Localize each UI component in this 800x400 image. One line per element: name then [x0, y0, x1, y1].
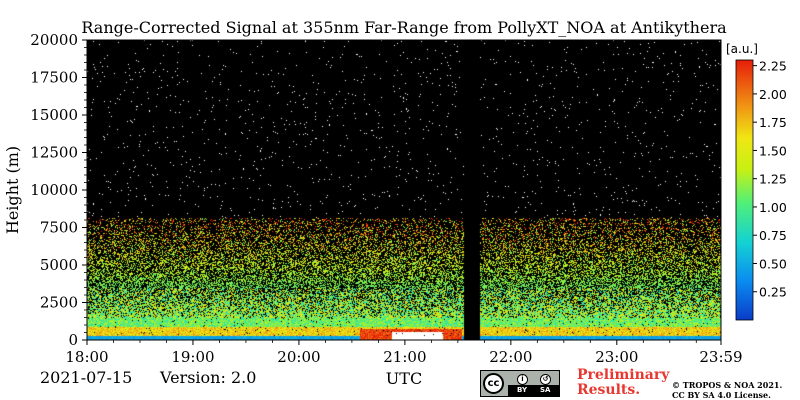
footer-version: Version: 2.0 [160, 368, 257, 387]
y-tick-label: 7500 [40, 219, 78, 237]
colorbar-tick-label: 0.50 [759, 256, 787, 271]
y-tick-label: 10000 [30, 181, 78, 199]
x-tick-label: 21:00 [383, 348, 426, 366]
colorbar-label: [a.u.] [726, 42, 758, 56]
preliminary-note: Preliminary Results. [577, 368, 669, 398]
cc-license-badge: cc i ↺ BY SA [480, 370, 560, 397]
sa-share-icon: ↺ [540, 374, 551, 385]
x-tick-label: 19:00 [171, 348, 214, 366]
colorbar-tick-label: 2.25 [759, 59, 787, 74]
x-tick-label: 23:59 [699, 348, 742, 366]
x-tick-label: 22:00 [489, 348, 532, 366]
y-tick-label: 15000 [30, 106, 78, 124]
badge-sa-label: SA [540, 386, 551, 394]
copyright-note: © TROPOS & NOA 2021. CC BY SA 4.0 Licens… [672, 380, 782, 400]
footer-date: 2021-07-15 [40, 368, 133, 387]
copyright-line-1: © TROPOS & NOA 2021. [672, 380, 783, 390]
y-tick-label: 20000 [30, 31, 78, 49]
preliminary-line-2: Results. [577, 382, 641, 398]
x-tick-label: 23:00 [595, 348, 638, 366]
badge-dark-band [508, 385, 559, 396]
y-tick-label: 12500 [30, 144, 78, 162]
y-tick-label: 0 [68, 331, 78, 349]
by-person-icon: i [517, 374, 528, 385]
colorbar-tick-label: 1.50 [759, 143, 787, 158]
preliminary-line-1: Preliminary [577, 367, 670, 383]
colorbar-tick-label: 0.75 [759, 228, 787, 243]
signal-heatmap [87, 40, 721, 340]
x-axis: 18:00 19:00 20:00 21:00 22:00 23:00 23:59 [65, 340, 743, 366]
colorbar-tick-label: 1.25 [759, 172, 787, 187]
cc-icon: cc [483, 373, 504, 394]
x-tick-label: 20:00 [277, 348, 320, 366]
colorbar [735, 59, 754, 321]
x-axis-unit: UTC [386, 369, 422, 388]
badge-by-label: BY [517, 386, 528, 394]
y-tick-label: 5000 [40, 256, 78, 274]
colorbar-tick-label: 0.25 [759, 285, 787, 300]
y-axis: 0 2500 5000 7500 10000 12500 15000 17500 20000 [30, 31, 87, 349]
colorbar-tick-label: 1.00 [759, 200, 787, 215]
y-tick-label: 2500 [40, 294, 78, 312]
colorbar-tick-label: 1.75 [759, 115, 787, 130]
x-tick-label: 18:00 [65, 348, 108, 366]
chart-title: Range-Corrected Signal at 355nm Far-Rang… [81, 18, 727, 37]
colorbar-ticks: 0.25 0.50 0.75 1.00 1.25 1.50 1.75 2.00 2.25 [753, 59, 787, 300]
y-axis-label: Height (m) [3, 146, 22, 234]
heatmap-image [87, 40, 721, 340]
colorbar-tick-label: 2.00 [759, 87, 787, 102]
copyright-line-2: CC BY SA 4.0 License. [672, 390, 771, 400]
y-tick-label: 17500 [30, 69, 78, 87]
